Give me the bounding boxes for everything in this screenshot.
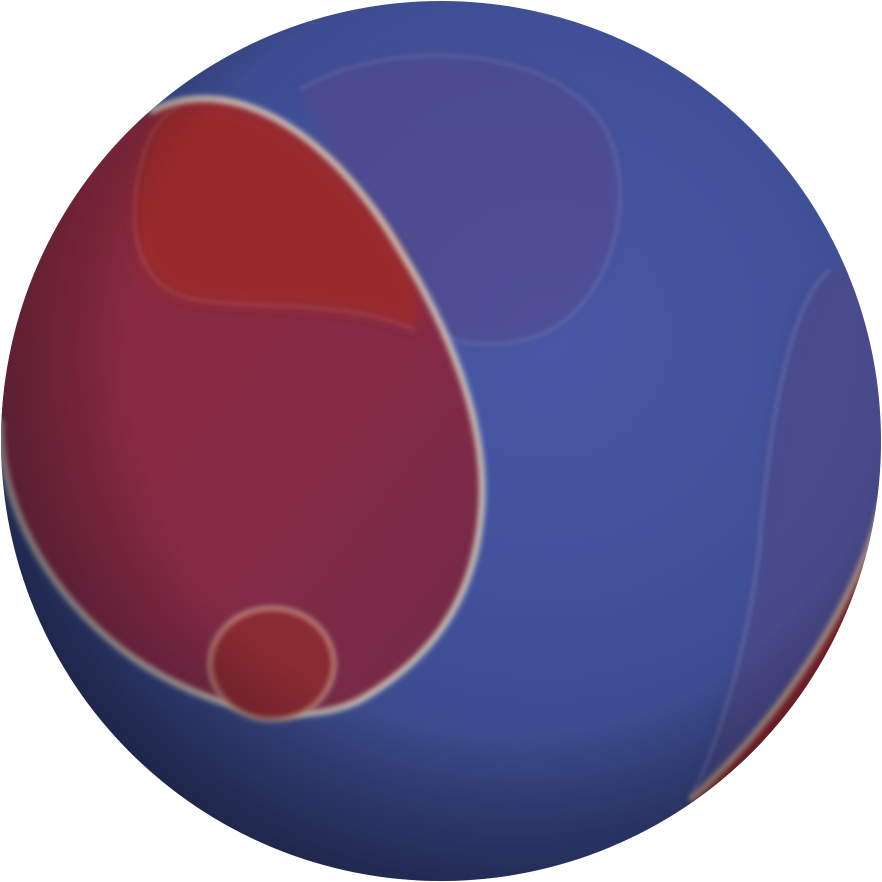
sphere-visualization xyxy=(1,1,881,881)
sphere-shading xyxy=(1,1,881,881)
sphere-canvas xyxy=(1,1,881,881)
